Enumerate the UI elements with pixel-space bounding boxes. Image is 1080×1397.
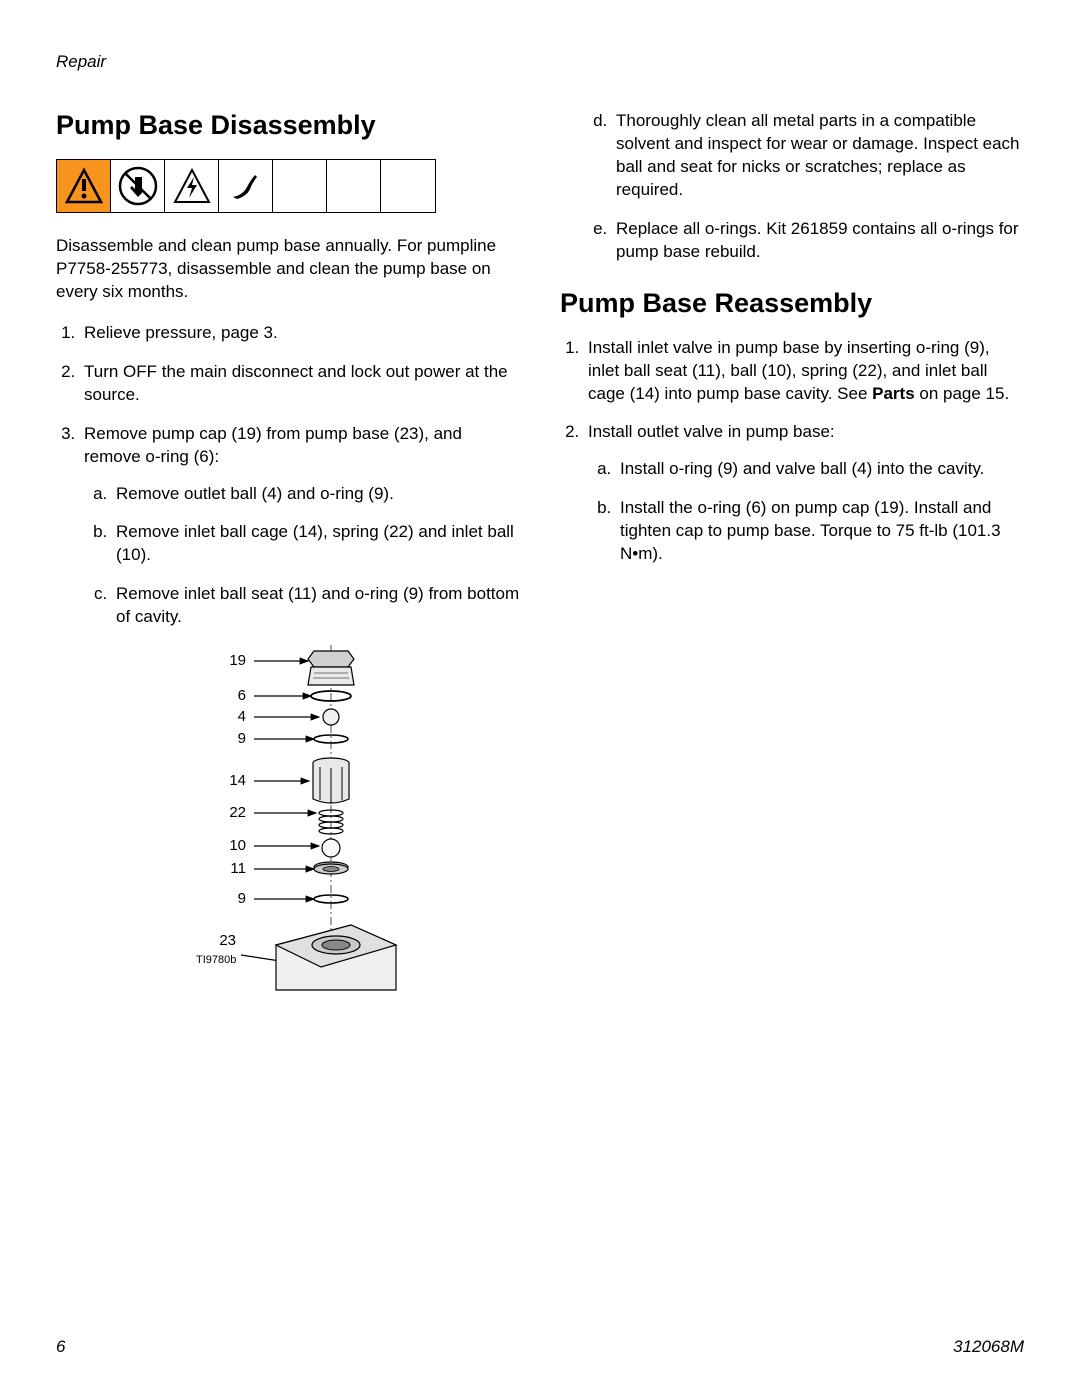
step-3-substeps: Remove outlet ball (4) and o-ring (9). R… [84, 483, 520, 630]
callout-22: 22 [229, 804, 246, 821]
reassembly-title: Pump Base Reassembly [560, 288, 1024, 319]
callout-19: 19 [229, 652, 246, 669]
diagram-ref: TI9780b [196, 954, 236, 966]
warning-icons-row [56, 159, 436, 213]
skin-injection-icon [219, 160, 273, 212]
step-2: Turn OFF the main disconnect and lock ou… [80, 361, 520, 407]
no-touch-icon [111, 160, 165, 212]
reassembly-steps: Install inlet valve in pump base by inse… [560, 337, 1024, 567]
reassembly-step-2: Install outlet valve in pump base: Insta… [584, 421, 1024, 566]
callout-10: 10 [229, 837, 246, 854]
part-base [276, 925, 396, 990]
disassembly-title: Pump Base Disassembly [56, 110, 520, 141]
r1-b: Parts [872, 384, 915, 403]
r2a: Install o-ring (9) and valve ball (4) in… [616, 458, 1024, 481]
step-3: Remove pump cap (19) from pump base (23)… [80, 423, 520, 630]
callout-11: 11 [230, 860, 246, 877]
warning-blank-1 [273, 160, 327, 212]
r2b: Install the o-ring (6) on pump cap (19).… [616, 497, 1024, 566]
section-header: Repair [56, 52, 1024, 72]
reassembly-step-1: Install inlet valve in pump base by inse… [584, 337, 1024, 406]
part-cage [313, 758, 349, 803]
callout-6: 6 [238, 687, 246, 704]
callout-23: 23 [219, 932, 236, 949]
step-3-text: Remove pump cap (19) from pump base (23)… [84, 424, 462, 466]
reassembly-substeps: Install o-ring (9) and valve ball (4) in… [588, 458, 1024, 566]
electrical-warning-icon [165, 160, 219, 212]
part-seat [314, 862, 348, 874]
step-3e: Replace all o-rings. Kit 261859 contains… [612, 218, 1024, 264]
right-column: Thoroughly clean all metal parts in a co… [560, 110, 1024, 1010]
step-3d: Thoroughly clean all metal parts in a co… [612, 110, 1024, 202]
r2-text: Install outlet valve in pump base: [588, 422, 835, 441]
warning-triangle-icon [57, 160, 111, 212]
callout-9b: 9 [238, 890, 246, 907]
doc-number: 312068M [953, 1337, 1024, 1357]
content-columns: Pump Base Disassembly [56, 110, 1024, 1010]
step-3a: Remove outlet ball (4) and o-ring (9). [112, 483, 520, 506]
callout-9a: 9 [238, 730, 246, 747]
callout-14: 14 [229, 772, 246, 789]
part-cap [308, 651, 354, 685]
r1-c: on page 15. [915, 384, 1010, 403]
warning-blank-2 [327, 160, 381, 212]
callout-4: 4 [238, 708, 246, 725]
warning-blank-3 [381, 160, 435, 212]
page-number: 6 [56, 1337, 65, 1357]
disassembly-intro: Disassemble and clean pump base annually… [56, 235, 520, 304]
step-3c: Remove inlet ball seat (11) and o-ring (… [112, 583, 520, 629]
step-1: Relieve pressure, page 3. [80, 322, 520, 345]
part-spring [319, 810, 343, 834]
disassembly-steps: Relieve pressure, page 3. Turn OFF the m… [56, 322, 520, 629]
left-column: Pump Base Disassembly [56, 110, 520, 1010]
step-3b: Remove inlet ball cage (14), spring (22)… [112, 521, 520, 567]
exploded-diagram: 19 6 4 9 14 22 10 11 9 23 TI9780b [136, 645, 520, 1010]
page-footer: 6 312068M [56, 1337, 1024, 1357]
disassembly-cont: Thoroughly clean all metal parts in a co… [560, 110, 1024, 264]
